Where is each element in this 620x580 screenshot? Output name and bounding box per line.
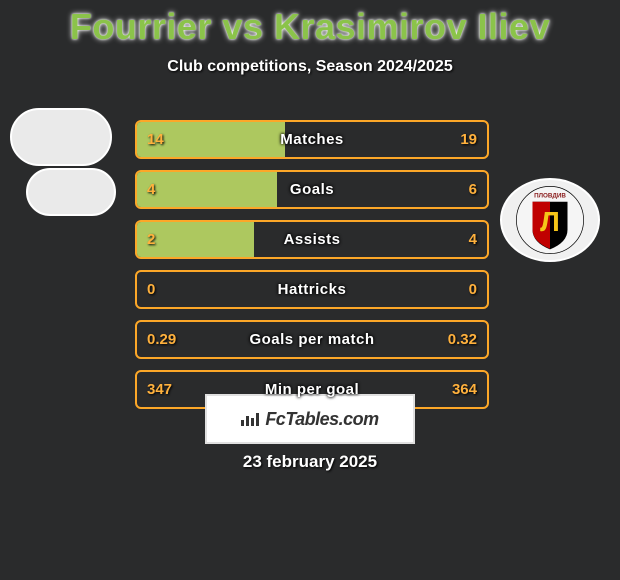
player-right-club-logo: ПЛОВДИВ Л [500, 178, 600, 262]
source-badge-text: FcTables.com [265, 409, 378, 429]
stat-value-left: 4 [147, 181, 155, 198]
stat-row: 14 Matches 19 [135, 120, 489, 159]
stat-value-left: 0 [147, 281, 155, 298]
stat-value-left: 347 [147, 381, 172, 398]
club-shield-icon: ПЛОВДИВ Л [515, 185, 585, 255]
page-title: Fourrier vs Krasimirov Iliev [0, 0, 620, 48]
stat-value-right: 19 [460, 131, 477, 148]
club-shield-letter: Л [540, 206, 560, 237]
stat-value-left: 14 [147, 131, 164, 148]
club-banner-text: ПЛОВДИВ [534, 193, 566, 200]
stat-label: Assists [284, 231, 341, 248]
stat-row: 4 Goals 6 [135, 170, 489, 209]
stat-row: 2 Assists 4 [135, 220, 489, 259]
source-badge: FcTables.com [205, 394, 415, 444]
player-left-avatar-2 [26, 168, 116, 216]
subtitle: Club competitions, Season 2024/2025 [0, 58, 620, 76]
bars-icon [241, 411, 261, 427]
comparison-rows: 14 Matches 19 4 Goals 6 2 Assists 4 0 Hattricks 0 0.… [135, 120, 485, 420]
stat-value-right: 364 [452, 381, 477, 398]
stat-value-right: 0 [469, 281, 477, 298]
date-text: 23 february 2025 [0, 452, 620, 472]
stat-value-right: 6 [469, 181, 477, 198]
stat-fill-left [137, 172, 277, 207]
stat-row: 0 Hattricks 0 [135, 270, 489, 309]
stat-value-right: 0.32 [448, 331, 477, 348]
stat-label: Min per goal [265, 381, 359, 398]
stat-value-right: 4 [469, 231, 477, 248]
stat-label: Matches [280, 131, 344, 148]
stat-value-left: 2 [147, 231, 155, 248]
stat-label: Hattricks [278, 281, 347, 298]
stat-value-left: 0.29 [147, 331, 176, 348]
stat-label: Goals per match [249, 331, 374, 348]
stat-row: 0.29 Goals per match 0.32 [135, 320, 489, 359]
player-left-avatar-1 [10, 108, 112, 166]
stat-label: Goals [290, 181, 334, 198]
